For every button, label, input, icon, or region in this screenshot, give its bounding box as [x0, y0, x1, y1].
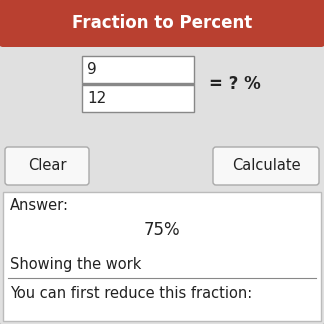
Text: 12: 12 — [87, 91, 106, 106]
FancyBboxPatch shape — [3, 192, 321, 321]
FancyBboxPatch shape — [5, 147, 89, 185]
Text: You can first reduce this fraction:: You can first reduce this fraction: — [10, 286, 252, 302]
Text: 75%: 75% — [144, 221, 180, 239]
FancyBboxPatch shape — [82, 56, 194, 83]
Text: Answer:: Answer: — [10, 199, 69, 214]
Text: Calculate: Calculate — [232, 158, 300, 173]
Text: Showing the work: Showing the work — [10, 257, 141, 272]
FancyBboxPatch shape — [213, 147, 319, 185]
Text: Fraction to Percent: Fraction to Percent — [72, 14, 252, 32]
Text: 9: 9 — [87, 62, 97, 77]
FancyBboxPatch shape — [82, 85, 194, 112]
Text: Clear: Clear — [28, 158, 66, 173]
FancyBboxPatch shape — [0, 0, 324, 47]
Text: = ? %: = ? % — [209, 75, 261, 93]
